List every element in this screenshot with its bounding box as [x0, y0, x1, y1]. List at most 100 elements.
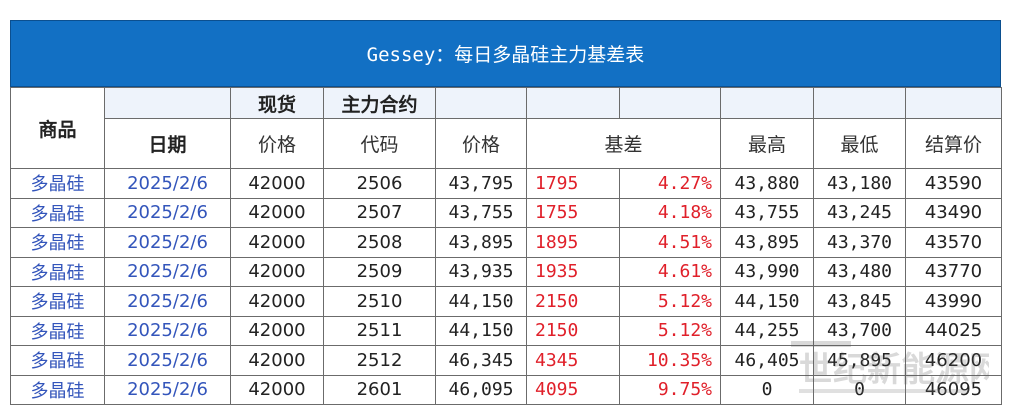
cell-spot-price: 42000: [230, 168, 324, 199]
cell-price: 44,150: [435, 286, 527, 317]
cell-basis-pct: 4.51%: [619, 227, 721, 258]
cell-spot-price: 42000: [230, 286, 324, 317]
cell-date: 2025/2/6: [104, 197, 231, 228]
basis-table: 商品 现货 主力合约 日期 价格 代码 价格 基差 最高 最低 结算价 多晶硅 2…: [10, 87, 1002, 405]
cell-price: 46,095: [435, 374, 527, 405]
header-main-group: 主力合约: [323, 87, 436, 119]
cell-low: 43,845: [813, 286, 906, 317]
cell-settle: 43490: [905, 197, 1002, 228]
cell-basis-pct: 4.61%: [619, 256, 721, 287]
cell-basis-pct: 9.75%: [619, 374, 721, 405]
cell-spot-price: 42000: [230, 374, 324, 405]
cell-contract-code: 2509: [323, 256, 436, 287]
cell-high: 43,990: [720, 256, 814, 287]
cell-basis: 4345: [526, 345, 620, 376]
table-row: 多晶硅 2025/2/6 42000 2507 43,755 1755 4.18% 43,75…: [10, 197, 1002, 228]
cell-low: 43,370: [813, 227, 906, 258]
cell-settle: 43990: [905, 286, 1002, 317]
cell-product: 多晶硅: [10, 286, 105, 317]
cell-high: 0: [720, 374, 814, 405]
cell-settle: 43590: [905, 168, 1002, 199]
table-row: 多晶硅 2025/2/6 42000 2509 43,935 1935 4.61% 43,99…: [10, 256, 1002, 287]
cell-spot-price: 42000: [230, 227, 324, 258]
header-spot-price: 价格: [230, 118, 324, 169]
cell-spot-price: 42000: [230, 256, 324, 287]
header-blank: [526, 87, 620, 119]
cell-date: 2025/2/6: [104, 286, 231, 317]
table-row: 多晶硅 2025/2/6 42000 2510 44,150 2150 5.12% 44,15…: [10, 286, 1002, 317]
cell-basis-pct: 4.18%: [619, 197, 721, 228]
header-settle: 结算价: [905, 118, 1002, 169]
cell-contract-code: 2511: [323, 315, 436, 346]
cell-spot-price: 42000: [230, 197, 324, 228]
cell-price: 44,150: [435, 315, 527, 346]
cell-high: 44,255: [720, 315, 814, 346]
header-basis: 基差: [526, 118, 721, 169]
cell-contract-code: 2507: [323, 197, 436, 228]
cell-contract-code: 2506: [323, 168, 436, 199]
table-title: Gessey：每日多晶硅主力基差表: [10, 20, 1001, 87]
cell-basis: 2150: [526, 315, 620, 346]
header-row-2: 日期 价格 代码 价格 基差 最高 最低 结算价: [11, 118, 1002, 169]
cell-contract-code: 2512: [323, 345, 436, 376]
header-price: 价格: [435, 118, 527, 169]
cell-product: 多晶硅: [10, 374, 105, 405]
cell-settle: 43770: [905, 256, 1002, 287]
header-high: 最高: [720, 118, 814, 169]
cell-product: 多晶硅: [10, 315, 105, 346]
cell-spot-price: 42000: [230, 345, 324, 376]
cell-settle: 44025: [905, 315, 1002, 346]
cell-date: 2025/2/6: [104, 256, 231, 287]
cell-high: 43,895: [720, 227, 814, 258]
table-row: 多晶硅 2025/2/6 42000 2512 46,345 4345 10.35% 46,4…: [10, 345, 1002, 376]
table-row: 多晶硅 2025/2/6 42000 2601 46,095 4095 9.75% 0 0 460…: [10, 374, 1002, 405]
cell-low: 43,700: [813, 315, 906, 346]
table-row: 多晶硅 2025/2/6 42000 2511 44,150 2150 5.12% 44,25…: [10, 315, 1002, 346]
header-blank: [435, 87, 527, 119]
cell-date: 2025/2/6: [104, 168, 231, 199]
cell-settle: 43570: [905, 227, 1002, 258]
cell-basis-pct: 10.35%: [619, 345, 721, 376]
cell-date: 2025/2/6: [104, 315, 231, 346]
cell-date: 2025/2/6: [104, 227, 231, 258]
cell-contract-code: 2601: [323, 374, 436, 405]
cell-price: 43,935: [435, 256, 527, 287]
cell-price: 46,345: [435, 345, 527, 376]
header-blank: [104, 87, 231, 119]
cell-settle: 46095: [905, 374, 1002, 405]
header-blank: [905, 87, 1002, 119]
cell-basis-pct: 5.12%: [619, 286, 721, 317]
cell-low: 0: [813, 374, 906, 405]
cell-basis-pct: 5.12%: [619, 315, 721, 346]
header-spot-group: 现货: [230, 87, 324, 119]
cell-high: 44,150: [720, 286, 814, 317]
cell-contract-code: 2510: [323, 286, 436, 317]
cell-basis-pct: 4.27%: [619, 168, 721, 199]
header-row-1: 商品 现货 主力合约: [10, 87, 1002, 169]
cell-high: 43,755: [720, 197, 814, 228]
cell-basis: 1935: [526, 256, 620, 287]
cell-price: 43,795: [435, 168, 527, 199]
header-code: 代码: [323, 118, 436, 169]
cell-low: 43,480: [813, 256, 906, 287]
cell-basis: 2150: [526, 286, 620, 317]
cell-spot-price: 42000: [230, 315, 324, 346]
header-blank: [813, 87, 906, 119]
cell-price: 43,755: [435, 197, 527, 228]
header-date: 日期: [104, 118, 231, 169]
header-low: 最低: [813, 118, 906, 169]
cell-low: 45,895: [813, 345, 906, 376]
cell-basis: 1895: [526, 227, 620, 258]
cell-product: 多晶硅: [10, 256, 105, 287]
cell-product: 多晶硅: [10, 227, 105, 258]
cell-settle: 46200: [905, 345, 1002, 376]
cell-basis: 1795: [526, 168, 620, 199]
cell-product: 多晶硅: [10, 197, 105, 228]
header-blank: [619, 87, 721, 119]
cell-product: 多晶硅: [10, 168, 105, 199]
cell-high: 46,405: [720, 345, 814, 376]
cell-high: 43,880: [720, 168, 814, 199]
table-row: 多晶硅 2025/2/6 42000 2508 43,895 1895 4.51% 43,89…: [10, 227, 1002, 258]
cell-basis: 1755: [526, 197, 620, 228]
cell-product: 多晶硅: [10, 345, 105, 376]
